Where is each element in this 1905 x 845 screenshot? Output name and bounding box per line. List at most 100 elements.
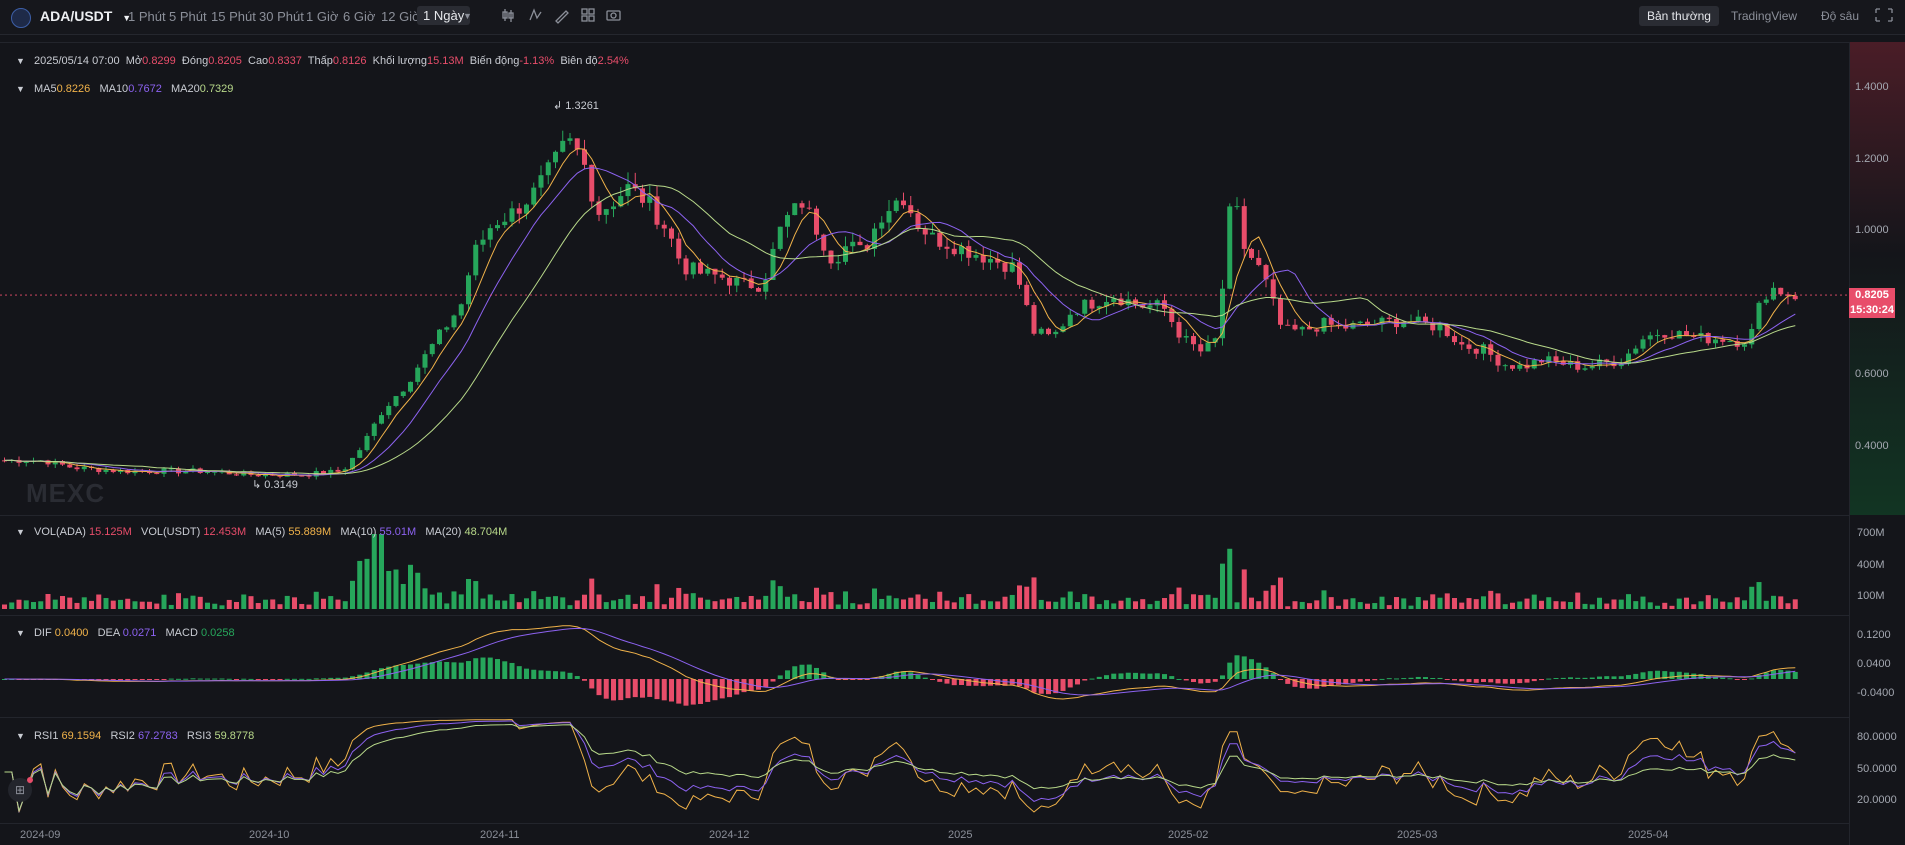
macd-bar	[466, 661, 471, 679]
volume-bar	[705, 599, 711, 609]
volume-bar	[1742, 600, 1747, 609]
grid-line	[0, 615, 1849, 616]
volume-bar	[176, 593, 181, 609]
macd-bar	[277, 679, 283, 680]
volume-bar	[1002, 596, 1008, 609]
interval-15m[interactable]: 15 Phút	[211, 9, 256, 24]
volume-bar	[1017, 585, 1022, 609]
collapse-chevron-icon[interactable]: ▼	[16, 527, 25, 537]
candle-body	[321, 471, 326, 475]
candle-body	[1111, 298, 1117, 302]
candle-body	[603, 209, 609, 215]
collapse-chevron-icon[interactable]: ▼	[16, 56, 25, 66]
candle-body	[1089, 299, 1095, 309]
candle-body	[1212, 338, 1218, 343]
volume-bar	[458, 594, 464, 609]
candle-body	[255, 474, 261, 477]
volume-bar	[995, 601, 1001, 609]
macd-bar	[1104, 675, 1109, 679]
macd-bar	[1553, 677, 1559, 679]
macd-bar	[1365, 679, 1370, 681]
macd-bar	[234, 679, 239, 680]
volume-bar	[364, 558, 370, 609]
macd-bar	[915, 675, 921, 679]
volume-bar	[284, 595, 290, 609]
volume-bar	[226, 599, 232, 609]
mode-tradingview[interactable]: TradingView	[1731, 9, 1798, 23]
volume-bar	[1249, 597, 1254, 609]
macd-bar	[502, 661, 508, 679]
volume-bar	[1539, 600, 1544, 609]
ohlc-legend: ▼ 2025/05/14 07:00 Mở0.8299 Đóng0.8205 C…	[16, 55, 629, 67]
pair-selector[interactable]: ADA/USDT ▼	[40, 8, 131, 24]
volume-bar	[618, 598, 624, 609]
macd-bar	[400, 664, 406, 679]
macd-bar	[1495, 679, 1501, 684]
volume-bar	[1662, 602, 1668, 609]
volume-bar	[1597, 597, 1602, 609]
vol-usdt-label: VOL(USDT)	[141, 526, 201, 538]
vol-ma5-label: MA(5)	[255, 526, 286, 538]
interval-6h[interactable]: 6 Giờ	[343, 9, 376, 24]
macd-bar	[574, 676, 580, 679]
vol-ma10-value: 55.01M	[379, 526, 417, 538]
volume-bar	[1183, 604, 1189, 609]
interval-1h[interactable]: 1 Giờ	[306, 9, 339, 24]
macd-bar	[110, 679, 116, 681]
volume-bar	[241, 594, 247, 609]
collapse-chevron-icon[interactable]: ▼	[16, 84, 25, 94]
candle-body	[1328, 317, 1334, 325]
period-low-value: 0.3149	[264, 479, 298, 491]
candle-body	[1778, 287, 1784, 295]
volume-bar	[1531, 594, 1537, 609]
countdown-tag: 15:30:24	[1849, 303, 1895, 318]
candle-body	[1278, 298, 1283, 325]
macd-bar	[625, 679, 631, 699]
candle-body	[727, 277, 732, 286]
candle-body	[451, 315, 457, 328]
interval-1m[interactable]: 1 Phút	[128, 9, 166, 24]
macd-value: 0.0258	[200, 627, 235, 639]
candle-body	[980, 255, 986, 263]
macd-bar	[1618, 676, 1624, 679]
interval-5m[interactable]: 5 Phút	[169, 9, 207, 24]
macd-bar	[1473, 679, 1479, 683]
candle-body	[1365, 321, 1370, 325]
candle-body	[1742, 344, 1747, 347]
macd-bar	[1212, 679, 1218, 682]
candle-body	[357, 450, 363, 458]
notification-bell-icon[interactable]: ⊞	[8, 777, 33, 802]
volume-bar	[125, 598, 131, 609]
macd-bar	[1597, 676, 1602, 679]
interval-30m[interactable]: 30 Phút	[259, 9, 304, 24]
mode-standard[interactable]: Bản thường	[1639, 6, 1719, 26]
interval-1d[interactable]: 1 Ngày	[417, 6, 471, 25]
candle-body	[342, 469, 348, 472]
volume-bar	[538, 599, 544, 609]
mode-depth[interactable]: Độ sâu	[1821, 9, 1860, 23]
macd-bar	[1510, 679, 1515, 684]
candle-body	[212, 471, 218, 473]
macd-bar	[1111, 673, 1117, 679]
collapse-chevron-icon[interactable]: ▼	[16, 731, 25, 741]
collapse-chevron-icon[interactable]: ▼	[16, 628, 25, 638]
macd-bar	[763, 679, 769, 688]
low-arrow-icon: ↳	[252, 479, 262, 491]
volume-bar	[1553, 601, 1559, 609]
more-intervals-chevron-icon[interactable]: ▼	[463, 11, 472, 21]
macd-bar	[1285, 679, 1291, 684]
macd-bar	[756, 679, 761, 690]
volume-bar	[574, 600, 580, 609]
interval-12h[interactable]: 12 Giờ	[381, 9, 421, 24]
macd-bar	[1589, 677, 1595, 679]
volume-bar	[748, 596, 754, 609]
volume-bar	[1430, 594, 1436, 609]
candle-body	[1176, 321, 1182, 338]
volume-bar	[357, 560, 363, 609]
dif-value: 0.0400	[54, 627, 89, 639]
candle-body	[400, 391, 406, 397]
rsi2-line	[4, 720, 1796, 814]
candle-body	[422, 354, 428, 368]
macd-bar	[1698, 674, 1704, 679]
